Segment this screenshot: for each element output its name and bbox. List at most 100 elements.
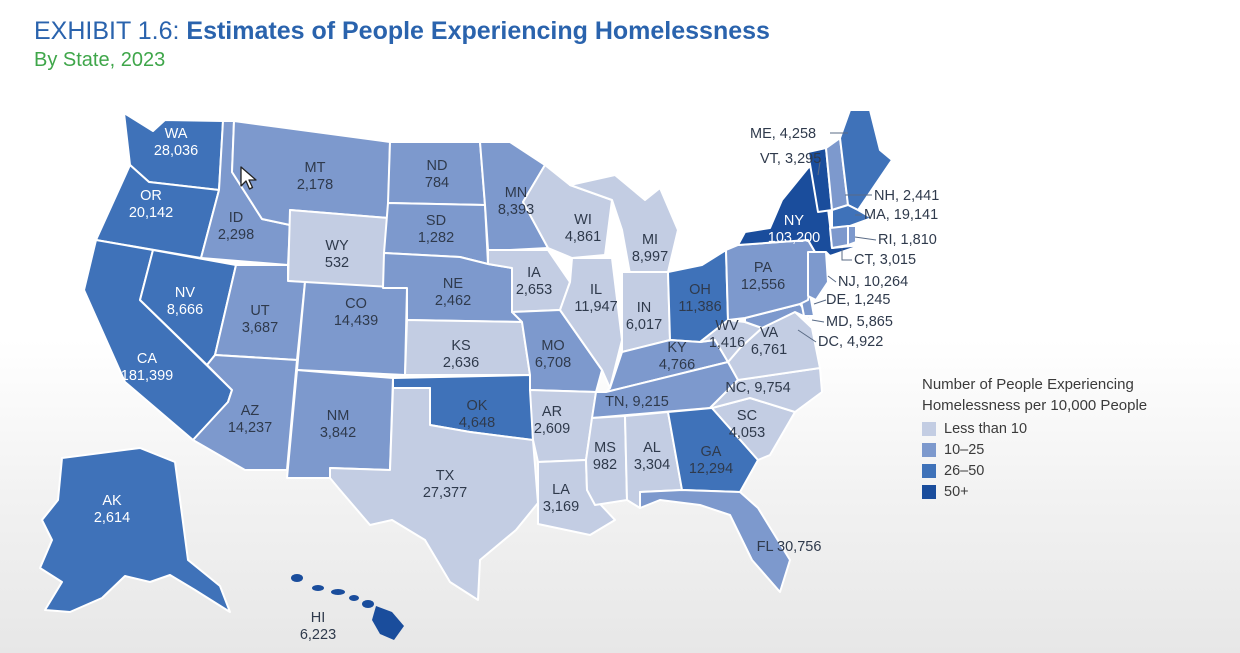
label-hi: HI 6,223 xyxy=(300,610,336,643)
label-hi-count: 6,223 xyxy=(300,627,336,643)
label-nc-abbr: NC xyxy=(725,380,746,396)
exhibit-header: EXHIBIT 1.6: Estimates of People Experie… xyxy=(34,14,770,72)
label-mt: MT 2,178 xyxy=(297,160,333,193)
label-ak: AK 2,614 xyxy=(94,493,130,526)
state-labels: WA 28,036 OR 20,142 CA 181,399 NV 8,666 ID 2,… xyxy=(94,126,822,643)
state-ak xyxy=(39,447,231,613)
label-in: IN 6,017 xyxy=(626,300,662,333)
callout-dc: DC, 4,922 xyxy=(818,334,883,350)
label-ga-abbr: GA xyxy=(701,444,722,460)
label-mn: MN 8,393 xyxy=(498,185,534,218)
label-ak-abbr: AK xyxy=(102,493,122,509)
label-tn-abbr: TN xyxy=(605,394,624,410)
label-al-abbr: AL xyxy=(643,440,661,456)
label-ut-count: 3,687 xyxy=(242,320,278,336)
label-ga-count: 12,294 xyxy=(689,461,733,477)
legend-swatch xyxy=(922,485,936,499)
label-id-count: 2,298 xyxy=(218,227,254,243)
leader-nj xyxy=(827,275,837,283)
label-ca-count: 181,399 xyxy=(121,368,173,384)
label-mi-abbr: MI xyxy=(642,232,658,248)
label-id: ID 2,298 xyxy=(218,210,254,243)
label-fl-abbr: FL xyxy=(757,539,774,555)
label-nv-abbr: NV xyxy=(175,285,195,301)
label-oh-count: 11,386 xyxy=(678,299,721,315)
label-or-count: 20,142 xyxy=(129,205,173,221)
label-nv-count: 8,666 xyxy=(167,302,203,318)
label-tn-count: 9,215 xyxy=(633,394,669,410)
label-tx-abbr: TX xyxy=(436,468,455,484)
state-tx xyxy=(329,387,539,601)
label-mt-abbr: MT xyxy=(305,160,326,176)
label-nd-abbr: ND xyxy=(427,158,448,174)
leader-ri xyxy=(854,236,877,241)
leader-ct xyxy=(841,248,852,261)
label-ks: KS 2,636 xyxy=(443,338,479,371)
label-va-count: 6,761 xyxy=(751,342,787,358)
legend-item: 10–25 xyxy=(922,442,1202,458)
leader-dc xyxy=(797,329,817,343)
label-ks-count: 2,636 xyxy=(443,355,479,371)
state-fl xyxy=(639,489,791,593)
label-sd-abbr: SD xyxy=(426,213,446,229)
exhibit-title-text: Estimates of People Experiencing Homeles… xyxy=(186,17,770,45)
label-nm-abbr: NM xyxy=(327,408,350,424)
label-ia-count: 2,653 xyxy=(516,282,552,298)
label-nc-count: 9,754 xyxy=(754,380,790,396)
label-wv-count: 1,416 xyxy=(709,335,745,351)
label-wa-count: 28,036 xyxy=(154,143,198,159)
label-wa-abbr: WA xyxy=(165,126,188,142)
legend-title: Number of People Experiencing Homelessne… xyxy=(922,374,1202,416)
label-wy-count: 532 xyxy=(325,255,349,271)
label-ga: GA 12,294 xyxy=(689,444,733,477)
label-fl-count: 30,756 xyxy=(777,539,821,555)
label-mi: MI 8,997 xyxy=(632,232,668,265)
label-nd: ND 784 xyxy=(425,158,449,191)
label-wv: WV 1,416 xyxy=(709,318,745,351)
label-ar-abbr: AR xyxy=(542,404,562,420)
label-oh: OH 11,386 xyxy=(678,282,721,315)
label-sd-count: 1,282 xyxy=(418,230,454,246)
label-va: VA 6,761 xyxy=(751,325,787,358)
callout-md: MD, 5,865 xyxy=(826,314,893,330)
label-nv: NV 8,666 xyxy=(167,285,203,318)
label-nm: NM 3,842 xyxy=(320,408,356,441)
label-nm-count: 3,842 xyxy=(320,425,356,441)
label-ca: CA 181,399 xyxy=(121,351,173,384)
legend-label: 10–25 xyxy=(944,442,985,458)
label-ne-abbr: NE xyxy=(443,276,463,292)
label-sc-count: 4,053 xyxy=(729,425,765,441)
leader-de xyxy=(813,299,827,305)
state-ct xyxy=(829,225,849,249)
label-az-count: 14,237 xyxy=(228,420,272,436)
legend-swatch xyxy=(922,422,936,436)
label-in-abbr: IN xyxy=(637,300,652,316)
label-ut-abbr: UT xyxy=(250,303,269,319)
northeast-callouts: ME, 4,258 VT, 3,295 NH, 2,441 MA, 19,141… xyxy=(750,126,939,350)
label-ny-count: 103,200 xyxy=(768,230,820,246)
legend-label: Less than 10 xyxy=(944,421,1028,437)
label-sc: SC 4,053 xyxy=(729,408,765,441)
legend-title-line2: Homelessness per 10,000 People xyxy=(922,397,1148,414)
label-la-count: 3,169 xyxy=(543,499,579,515)
callout-vt: VT, 3,295 xyxy=(760,151,821,167)
label-wi: WI 4,861 xyxy=(565,212,601,245)
label-wy-abbr: WY xyxy=(325,238,349,254)
exhibit-prefix: EXHIBIT 1.6: xyxy=(34,17,180,45)
label-il-count: 11,947 xyxy=(574,299,617,315)
state-ga xyxy=(667,407,759,493)
legend-label: 50+ xyxy=(944,484,969,500)
label-ok-abbr: OK xyxy=(467,398,488,414)
label-ne: NE 2,462 xyxy=(435,276,471,309)
legend-item: 26–50 xyxy=(922,463,1202,479)
label-ok: OK 4,648 xyxy=(459,398,495,431)
label-ak-count: 2,614 xyxy=(94,510,130,526)
label-sc-abbr: SC xyxy=(737,408,757,424)
label-wi-abbr: WI xyxy=(574,212,592,228)
state-ri xyxy=(847,225,857,246)
label-oh-abbr: OH xyxy=(689,282,711,298)
legend-item: Less than 10 xyxy=(922,421,1202,437)
leader-md xyxy=(811,319,825,323)
legend: Number of People Experiencing Homelessne… xyxy=(922,374,1202,500)
